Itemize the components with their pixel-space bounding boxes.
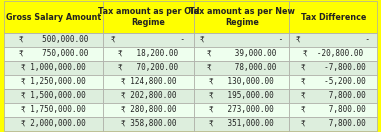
- Text: ₹ 1,000,000.00: ₹ 1,000,000.00: [21, 63, 86, 72]
- Bar: [103, 103, 194, 117]
- Bar: [4, 47, 103, 61]
- Bar: [194, 47, 290, 61]
- Text: ₹ 2,000,000.00: ₹ 2,000,000.00: [21, 119, 86, 128]
- Bar: [103, 117, 194, 131]
- Text: ₹   18,200.00: ₹ 18,200.00: [118, 49, 179, 58]
- Text: ₹   195,000.00: ₹ 195,000.00: [210, 91, 274, 100]
- Text: ₹     7,800.00: ₹ 7,800.00: [301, 105, 366, 114]
- Bar: [290, 33, 377, 47]
- Bar: [103, 61, 194, 75]
- Text: Gross Salary Amount: Gross Salary Amount: [6, 13, 101, 22]
- Text: ₹    500,000.00: ₹ 500,000.00: [19, 36, 88, 44]
- Bar: [4, 117, 103, 131]
- Text: ₹ 202,800.00: ₹ 202,800.00: [121, 91, 176, 100]
- Text: ₹  -20,800.00: ₹ -20,800.00: [303, 49, 363, 58]
- Text: ₹    -7,800.00: ₹ -7,800.00: [301, 63, 366, 72]
- Text: Tax amount as per New
Regime: Tax amount as per New Regime: [189, 7, 295, 27]
- Bar: [290, 75, 377, 89]
- Text: ₹ 1,750,000.00: ₹ 1,750,000.00: [21, 105, 86, 114]
- Bar: [103, 1, 194, 33]
- Bar: [4, 1, 103, 33]
- Text: ₹   273,000.00: ₹ 273,000.00: [210, 105, 274, 114]
- Text: ₹    750,000.00: ₹ 750,000.00: [19, 49, 88, 58]
- Text: ₹   351,000.00: ₹ 351,000.00: [210, 119, 274, 128]
- Bar: [4, 103, 103, 117]
- Text: ₹ 1,500,000.00: ₹ 1,500,000.00: [21, 91, 86, 100]
- Bar: [103, 75, 194, 89]
- Bar: [103, 47, 194, 61]
- Bar: [194, 1, 290, 33]
- Text: ₹              -: ₹ -: [112, 36, 186, 44]
- Bar: [194, 117, 290, 131]
- Text: ₹              -: ₹ -: [296, 36, 370, 44]
- Text: ₹   70,200.00: ₹ 70,200.00: [118, 63, 179, 72]
- Text: ₹     78,000.00: ₹ 78,000.00: [207, 63, 277, 72]
- Text: ₹                -: ₹ -: [200, 36, 283, 44]
- Bar: [290, 89, 377, 103]
- Text: Tax amount as per Old
Regime: Tax amount as per Old Regime: [98, 7, 199, 27]
- Bar: [194, 33, 290, 47]
- Bar: [103, 89, 194, 103]
- Text: ₹ 1,250,000.00: ₹ 1,250,000.00: [21, 77, 86, 86]
- Text: Tax Difference: Tax Difference: [301, 13, 366, 22]
- Bar: [4, 89, 103, 103]
- Bar: [290, 61, 377, 75]
- Text: ₹     7,800.00: ₹ 7,800.00: [301, 119, 366, 128]
- Bar: [4, 33, 103, 47]
- Bar: [194, 61, 290, 75]
- Text: ₹   130,000.00: ₹ 130,000.00: [210, 77, 274, 86]
- Text: ₹ 280,800.00: ₹ 280,800.00: [121, 105, 176, 114]
- Bar: [290, 47, 377, 61]
- Text: ₹     7,800.00: ₹ 7,800.00: [301, 91, 366, 100]
- Bar: [103, 33, 194, 47]
- Text: ₹ 124,800.00: ₹ 124,800.00: [121, 77, 176, 86]
- Bar: [290, 117, 377, 131]
- Bar: [194, 89, 290, 103]
- Bar: [4, 75, 103, 89]
- Bar: [290, 103, 377, 117]
- Text: ₹    -5,200.00: ₹ -5,200.00: [301, 77, 366, 86]
- Bar: [290, 1, 377, 33]
- Bar: [194, 103, 290, 117]
- Text: ₹     39,000.00: ₹ 39,000.00: [207, 49, 277, 58]
- Bar: [4, 61, 103, 75]
- Text: ₹ 358,800.00: ₹ 358,800.00: [121, 119, 176, 128]
- Bar: [194, 75, 290, 89]
